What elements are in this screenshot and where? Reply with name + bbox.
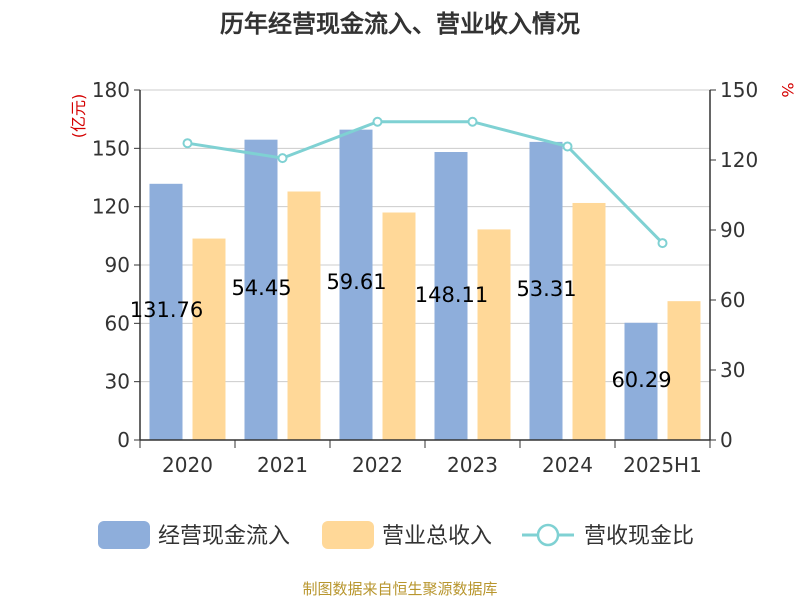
bar-revenue	[287, 191, 321, 440]
left-tick-label: 180	[92, 78, 130, 102]
bars	[149, 129, 701, 441]
ratio-point	[562, 141, 573, 152]
x-tick-label: 2022	[352, 453, 403, 477]
data-label: 148.11	[415, 283, 488, 307]
chart-title: 历年经营现金流入、营业收入情况	[220, 10, 580, 38]
right-tick-label: 120	[720, 148, 758, 172]
ratio-point	[277, 153, 288, 164]
ratio-point	[182, 138, 193, 149]
x-tick-label: 2020	[162, 453, 213, 477]
bar-cash-inflow	[149, 183, 183, 441]
legend-label: 营收现金比	[584, 524, 694, 549]
ratio-point	[657, 238, 668, 249]
x-tick-label: 2023	[447, 453, 498, 477]
left-tick-label: 90	[105, 253, 130, 277]
ratio-line-path	[187, 120, 664, 245]
bar-revenue	[477, 229, 511, 440]
bar-cash-inflow	[339, 129, 373, 440]
data-label: 60.29	[611, 368, 671, 392]
right-tick-label: 60	[720, 288, 745, 312]
bar-revenue	[572, 202, 606, 440]
left-axis-unit: (亿元)	[69, 94, 88, 139]
bar-cash-inflow	[244, 139, 278, 441]
gridlines	[140, 89, 710, 383]
left-tick-label: 0	[117, 428, 130, 452]
data-label: 54.45	[231, 276, 291, 300]
legend: 经营现金流入 营业总收入 营收现金比	[98, 521, 694, 549]
legend-swatch	[322, 521, 374, 549]
left-tick-label: 120	[92, 195, 130, 219]
right-tick-label: 90	[720, 218, 745, 242]
left-tick-label: 60	[105, 311, 130, 335]
bar-cash-inflow	[434, 152, 468, 440]
legend-swatch	[98, 521, 150, 549]
x-tick-label: 2024	[542, 453, 593, 477]
right-axis-unit: %	[778, 82, 797, 97]
data-label: 131.76	[130, 298, 203, 322]
legend-label: 经营现金流入	[158, 524, 290, 549]
ratio-point	[467, 116, 478, 127]
right-tick-label: 30	[720, 358, 745, 382]
bar-revenue	[667, 301, 701, 440]
left-tick-label: 30	[105, 370, 130, 394]
data-labels: 131.76 54.45 59.61 148.11 53.31 60.29	[130, 270, 672, 392]
bar-cash-inflow	[529, 141, 563, 440]
legend-label: 营业总收入	[382, 524, 492, 549]
data-label: 53.31	[516, 277, 576, 301]
bar-revenue	[382, 212, 416, 440]
right-tick-label: 150	[720, 78, 758, 102]
source-note: 制图数据来自恒生聚源数据库	[302, 580, 497, 598]
bar-revenue	[192, 238, 226, 440]
ratio-point	[372, 116, 383, 127]
data-label: 59.61	[326, 270, 386, 294]
left-tick-label: 150	[92, 136, 130, 160]
x-tick-label: 2025H1	[623, 453, 702, 477]
axes: 0 30 60 90 120 150 180 0 30 60 90 120 150 2020 2021 202…	[92, 78, 758, 477]
ratio-line	[182, 116, 668, 249]
x-tick-label: 2021	[257, 453, 308, 477]
legend-marker	[536, 523, 560, 547]
right-tick-label: 0	[720, 428, 733, 452]
bar-cash-inflow	[624, 322, 658, 440]
